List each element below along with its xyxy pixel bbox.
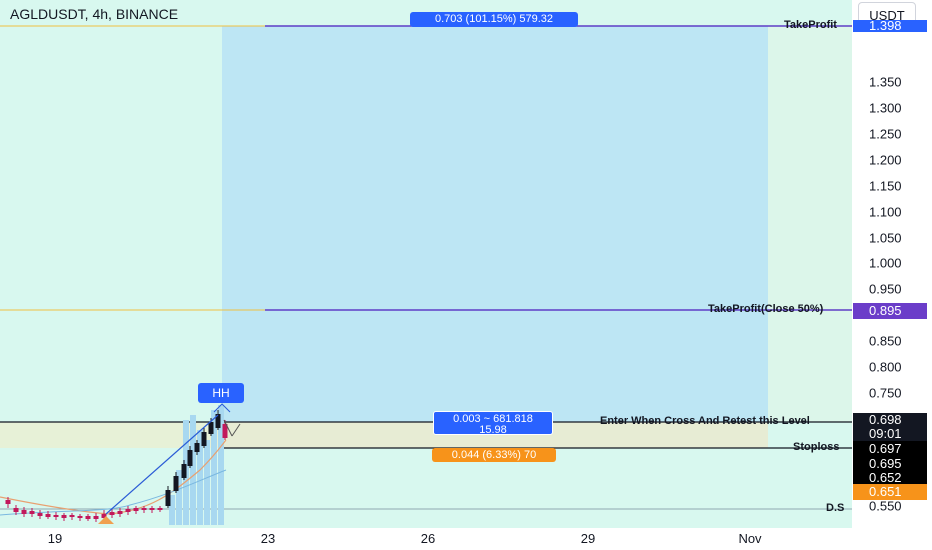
price-tag-697[interactable]: 0.697 bbox=[853, 441, 927, 457]
target-label[interactable]: 0.703 (101.15%) 579.32 bbox=[410, 12, 578, 27]
symbol-title[interactable]: AGLDUSDT, 4h, BINANCE bbox=[10, 6, 179, 22]
candle-body bbox=[208, 422, 214, 434]
candle-body bbox=[93, 516, 99, 519]
candle-body bbox=[215, 414, 221, 428]
candles[interactable] bbox=[5, 410, 228, 524]
chart-canvas[interactable] bbox=[0, 0, 852, 528]
candle-body bbox=[101, 514, 107, 518]
price-tag-current[interactable]: 0.698 09:01 bbox=[853, 413, 927, 441]
price-tag-tp-close[interactable]: 0.895 bbox=[853, 303, 927, 319]
candle-body bbox=[149, 508, 155, 510]
price-tick-label: 0.800 bbox=[869, 359, 902, 375]
hh-label[interactable]: HH bbox=[198, 383, 244, 403]
candle-body bbox=[21, 510, 27, 514]
volume-bar bbox=[176, 470, 182, 525]
stoploss-label: Stoploss bbox=[793, 441, 840, 453]
moving-average-line bbox=[0, 439, 227, 515]
volume-bar bbox=[204, 440, 210, 525]
time-axis[interactable]: 19 23 26 29 Nov bbox=[0, 528, 932, 550]
moving-average-line-2 bbox=[0, 469, 227, 516]
right-bg bbox=[768, 26, 852, 422]
take-profit-label: TakeProfit bbox=[784, 19, 837, 31]
price-tick-label: 1.200 bbox=[869, 152, 902, 168]
center-label-line1: 0.003 ~ 681.818 bbox=[453, 413, 533, 425]
candle-body bbox=[69, 515, 75, 517]
price-tick-label: 0.950 bbox=[869, 281, 902, 297]
candle-body bbox=[125, 509, 131, 512]
candle-body bbox=[5, 500, 11, 504]
profit-zone[interactable] bbox=[222, 26, 768, 422]
price-tick-label: 1.000 bbox=[869, 255, 902, 271]
candle-body bbox=[29, 511, 35, 514]
time-label-29: 29 bbox=[580, 531, 596, 546]
hh-pointer-icon bbox=[213, 403, 231, 413]
candle-body bbox=[45, 514, 51, 517]
candle-body bbox=[61, 515, 67, 518]
price-tick-label: 1.050 bbox=[869, 230, 902, 245]
candle-body bbox=[194, 443, 200, 452]
price-tick-label: 1.150 bbox=[869, 178, 902, 194]
price-tick-label: 1.250 bbox=[869, 126, 902, 142]
price-tick-label: 1.100 bbox=[869, 204, 902, 220]
time-label-23: 23 bbox=[260, 531, 276, 546]
candle-body bbox=[85, 516, 91, 519]
center-label[interactable]: 0.003 ~ 681.818 15.98 bbox=[433, 411, 553, 436]
price-tick-label: 0.850 bbox=[869, 333, 902, 349]
stop-label[interactable]: 0.044 (6.33%) 70 bbox=[432, 448, 556, 462]
candle-body bbox=[77, 516, 83, 518]
candle-body bbox=[181, 464, 187, 478]
take-profit-close-label: TakeProfit(Close 50%) bbox=[708, 303, 824, 315]
price-tag-652[interactable]: 0.652 bbox=[853, 470, 927, 486]
time-label-19: 19 bbox=[47, 531, 63, 546]
candle-body bbox=[53, 515, 59, 517]
volume-bar bbox=[197, 430, 203, 525]
candle-body bbox=[37, 513, 43, 516]
ds-label: D.S bbox=[826, 502, 845, 514]
candle-body bbox=[133, 508, 139, 511]
price-tick-label: 1.350 bbox=[869, 74, 902, 90]
candle-body bbox=[201, 432, 207, 446]
chart-area[interactable]: AGLDUSDT, 4h, BINANCE 0.703 (101.15%) 57… bbox=[0, 0, 852, 528]
price-tag-651[interactable]: 0.651 bbox=[853, 484, 927, 500]
price-tag-695[interactable]: 0.695 bbox=[853, 456, 927, 472]
candle-body bbox=[141, 508, 147, 510]
candle-body bbox=[13, 508, 19, 512]
center-label-line2: 15.98 bbox=[479, 424, 507, 436]
volume-bar bbox=[218, 405, 224, 525]
arrow-icon bbox=[223, 419, 241, 437]
volume-bar bbox=[211, 410, 217, 525]
time-label-nov: Nov bbox=[738, 531, 762, 546]
price-tick-label: 1.300 bbox=[869, 100, 902, 116]
candle-body bbox=[117, 511, 123, 514]
candle-body bbox=[165, 490, 171, 506]
trend-line[interactable] bbox=[105, 414, 219, 515]
volume-bar bbox=[169, 495, 175, 525]
candle-body bbox=[173, 476, 179, 491]
entry-label: Enter When Cross And Retest this Level bbox=[600, 415, 810, 427]
volume-bar bbox=[190, 415, 196, 525]
price-tick-label: 0.750 bbox=[869, 385, 902, 401]
price-tag-top[interactable]: 1.398 bbox=[853, 19, 927, 32]
candle-body bbox=[109, 512, 115, 515]
candle-body bbox=[222, 424, 228, 438]
current-price-value: 0.698 bbox=[869, 412, 902, 427]
time-label-26: 26 bbox=[420, 531, 436, 546]
low-marker-icon bbox=[98, 516, 114, 524]
price-tick-label: 0.550 bbox=[869, 498, 902, 514]
candle-body bbox=[157, 508, 163, 510]
candle-body bbox=[187, 450, 193, 466]
countdown-value: 09:01 bbox=[869, 426, 902, 441]
